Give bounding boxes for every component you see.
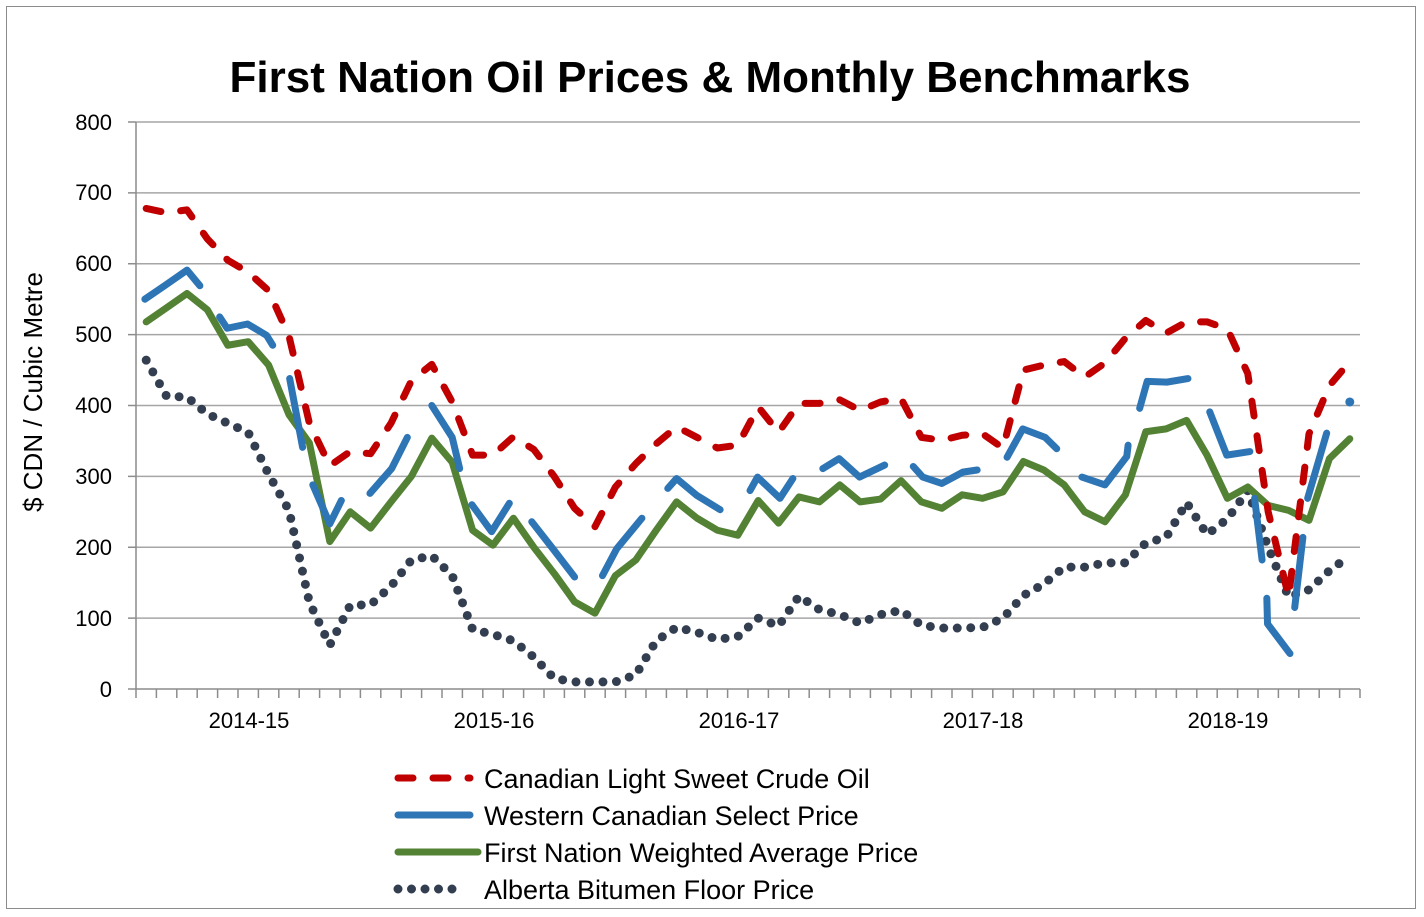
series-segment-western-canadian-select-price bbox=[1304, 429, 1331, 502]
gridlines bbox=[128, 121, 1361, 698]
legend-label: Alberta Bitumen Floor Price bbox=[484, 875, 814, 905]
legend-item-first-nation: First Nation Weighted Average Price bbox=[394, 838, 918, 868]
series-point-western-canadian-select-price bbox=[1345, 397, 1355, 407]
series-line-canadian-light-sweet-crude-oil bbox=[142, 204, 1354, 601]
x-tick-label: 2017-18 bbox=[943, 708, 1024, 733]
series-segment-western-canadian-select-price bbox=[468, 499, 513, 536]
series-segment-western-canadian-select-price bbox=[1291, 533, 1307, 611]
y-tick-label: 100 bbox=[75, 606, 112, 631]
legend-label: First Nation Weighted Average Price bbox=[484, 838, 918, 868]
series-segment-western-canadian-select-price bbox=[819, 455, 889, 481]
y-tick-label: 0 bbox=[100, 677, 112, 702]
series-segment-western-canadian-select-price bbox=[1263, 594, 1294, 658]
chart-title: First Nation Oil Prices & Monthly Benchm… bbox=[230, 53, 1191, 102]
legend-item-bitumen: Alberta Bitumen Floor Price bbox=[393, 875, 814, 905]
legend-label: Western Canadian Select Price bbox=[484, 801, 859, 831]
legend: Canadian Light Sweet Crude Oil Western C… bbox=[393, 764, 918, 905]
legend-label: Canadian Light Sweet Crude Oil bbox=[484, 764, 870, 794]
series-segment-western-canadian-select-price bbox=[428, 402, 464, 473]
series-line-alberta-bitumen-floor-price bbox=[141, 355, 1355, 687]
y-tick-label: 200 bbox=[75, 535, 112, 560]
series-segment-western-canadian-select-price bbox=[746, 473, 797, 502]
x-tick-label: 2014-15 bbox=[209, 708, 290, 733]
series-segment-western-canadian-select-price bbox=[909, 462, 981, 487]
series-segment-western-canadian-select-price bbox=[309, 481, 345, 528]
y-axis-ticks: 0 100 200 300 400 500 600 700 800 bbox=[75, 110, 112, 702]
series-segment-western-canadian-select-price bbox=[1206, 408, 1254, 459]
series-segment-western-canadian-select-price bbox=[598, 514, 646, 580]
series-segment-western-canadian-select-price bbox=[1003, 425, 1061, 461]
series-segment-western-canadian-select-price bbox=[141, 266, 204, 303]
y-axis-title: $ CDN / Cubic Metre bbox=[18, 272, 48, 512]
y-tick-label: 300 bbox=[75, 464, 112, 489]
series-segment-western-canadian-select-price bbox=[366, 433, 411, 497]
x-tick-label: 2015-16 bbox=[454, 708, 535, 733]
x-axis-ticks: 2014-15 2015-16 2016-17 2017-18 2018-19 bbox=[209, 708, 1269, 733]
legend-item-wcs: Western Canadian Select Price bbox=[394, 801, 859, 831]
series-segment-western-canadian-select-price bbox=[664, 475, 724, 514]
series-segment-western-canadian-select-price bbox=[1136, 375, 1192, 412]
chart-frame bbox=[6, 6, 1416, 909]
y-tick-label: 800 bbox=[75, 110, 112, 135]
series-segment-western-canadian-select-price bbox=[1078, 441, 1132, 489]
series-line-first-nation-weighted-average-price bbox=[142, 290, 1354, 617]
series-segment-western-canadian-select-price bbox=[1251, 494, 1266, 564]
legend-item-light-sweet: Canadian Light Sweet Crude Oil bbox=[394, 764, 870, 794]
series-lines bbox=[141, 204, 1355, 687]
x-tick-label: 2018-19 bbox=[1188, 708, 1269, 733]
y-tick-label: 400 bbox=[75, 393, 112, 418]
series-segment-western-canadian-select-price bbox=[528, 518, 579, 581]
y-tick-label: 500 bbox=[75, 322, 112, 347]
series-segment-western-canadian-select-price bbox=[286, 375, 307, 451]
series-segment-western-canadian-select-price bbox=[216, 313, 277, 349]
x-tick-label: 2016-17 bbox=[699, 708, 780, 733]
y-tick-label: 600 bbox=[75, 251, 112, 276]
y-tick-label: 700 bbox=[75, 180, 112, 205]
